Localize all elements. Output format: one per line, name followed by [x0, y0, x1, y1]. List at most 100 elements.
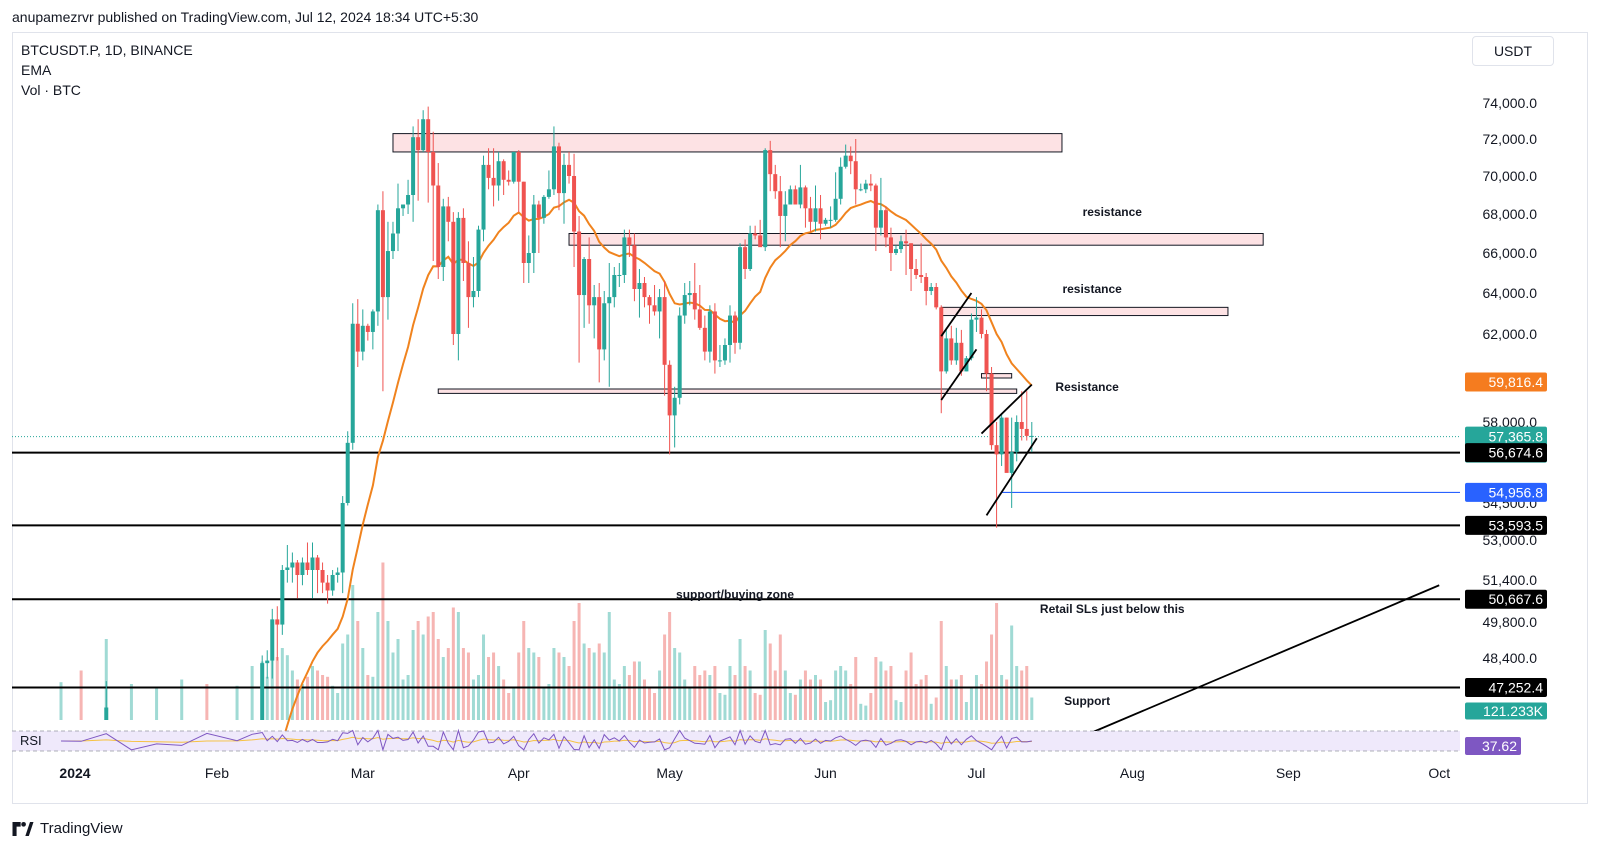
candle-body	[758, 235, 763, 248]
level-price-label-bg	[1465, 589, 1547, 609]
level-price-label-bg	[1465, 515, 1547, 535]
candle-body	[893, 249, 898, 253]
candle-body	[828, 219, 833, 221]
volume-bar	[1025, 666, 1029, 720]
volume-bar	[788, 693, 792, 720]
candle-body	[642, 283, 647, 298]
volume-bar	[929, 703, 933, 720]
volume-bar	[889, 666, 893, 720]
volume-bar	[104, 639, 108, 720]
footer-brand[interactable]: TradingView	[12, 820, 123, 837]
volume-bar	[587, 648, 591, 720]
volume-bar	[1015, 666, 1019, 720]
candle-body	[873, 185, 878, 228]
volume-bar	[914, 684, 918, 720]
trendline	[985, 437, 1038, 516]
candle-body	[929, 287, 934, 291]
x-tick-label: May	[656, 765, 682, 781]
candle-body	[733, 315, 738, 343]
volume-bar	[693, 666, 697, 720]
volume-bar	[894, 700, 898, 720]
candle-body	[924, 277, 929, 291]
candle-body	[722, 345, 727, 361]
volume-bar	[376, 612, 380, 720]
candle-body	[944, 338, 949, 372]
candle-body	[1029, 435, 1034, 437]
currency-button[interactable]: USDT	[1472, 36, 1554, 66]
volume-bar	[371, 676, 375, 720]
candle-body	[1009, 452, 1014, 473]
candle-body	[768, 150, 773, 175]
footer-brand-label: TradingView	[40, 820, 123, 837]
candle-body	[436, 185, 441, 267]
candle-body	[546, 189, 551, 197]
volume-bar	[492, 652, 496, 720]
candle-body	[380, 210, 385, 298]
candle-body	[899, 241, 904, 250]
volume-bar	[954, 679, 958, 720]
volume-bar	[155, 688, 159, 720]
candle-body	[743, 247, 748, 269]
candle-body	[320, 570, 325, 583]
volume-bar	[924, 675, 928, 720]
candle-body	[1014, 422, 1019, 453]
candle-body	[999, 417, 1004, 455]
volume-bar	[401, 679, 405, 720]
volume-bar	[79, 670, 83, 720]
volume-bar	[180, 679, 184, 720]
price-labels: 59,816.457,365.810:55:0156,674.654,956.8…	[1465, 372, 1547, 755]
trendline	[980, 383, 1033, 435]
candle-body	[295, 562, 300, 575]
volume-bar	[326, 676, 330, 720]
candle-body	[637, 283, 642, 289]
candle-body	[531, 204, 536, 253]
candle-body	[848, 155, 853, 162]
candle-body	[360, 325, 365, 352]
candle-body	[763, 150, 768, 248]
volume-bar	[688, 688, 692, 720]
candle-body	[607, 297, 612, 304]
volume-bar	[351, 585, 355, 720]
candle-body	[587, 259, 592, 306]
candle-body	[556, 146, 561, 194]
volume-bar	[411, 630, 415, 720]
volume-bar	[336, 693, 340, 720]
x-tick-label: Jul	[968, 765, 986, 781]
volume-bar	[703, 670, 707, 720]
candle-body	[954, 342, 959, 361]
volume-bar	[421, 634, 425, 720]
volume-bar	[295, 679, 299, 720]
candle-body	[773, 174, 778, 192]
ema-price-label: 59,816.4	[1489, 374, 1544, 390]
candle-body	[396, 208, 401, 234]
volume-bar	[859, 703, 863, 720]
candle-body	[612, 275, 617, 298]
candle-body	[813, 208, 818, 222]
candle-body	[868, 183, 873, 186]
candle-body	[863, 183, 868, 190]
ema-indicator-label[interactable]: EMA	[21, 62, 52, 78]
candle-body	[345, 442, 350, 503]
volume-indicator-label[interactable]: Vol · BTC	[21, 82, 81, 98]
volume-bar	[305, 676, 309, 720]
volume-bar	[331, 685, 335, 720]
volume-bar	[904, 670, 908, 720]
volume-bar	[497, 666, 501, 720]
candle-body	[476, 229, 481, 291]
rsi-value-label-bg	[1465, 737, 1521, 755]
x-tick-label: Oct	[1428, 765, 1450, 781]
candle-body	[104, 707, 109, 720]
volume-bar	[839, 666, 843, 720]
volume-bar	[743, 666, 747, 720]
y-tick-label: 72,000.0	[1483, 131, 1538, 147]
volume-bar	[356, 621, 360, 720]
volume-bar	[824, 702, 828, 720]
level-price-label-bg	[1465, 443, 1547, 463]
candle-body	[481, 164, 486, 230]
volume-bar	[678, 652, 682, 720]
volume-bar	[280, 648, 284, 720]
level-price-label: 56,674.6	[1489, 445, 1544, 461]
symbol-info[interactable]: BTCUSDT.P, 1D, BINANCE	[21, 42, 193, 58]
volume-bar	[316, 670, 320, 720]
